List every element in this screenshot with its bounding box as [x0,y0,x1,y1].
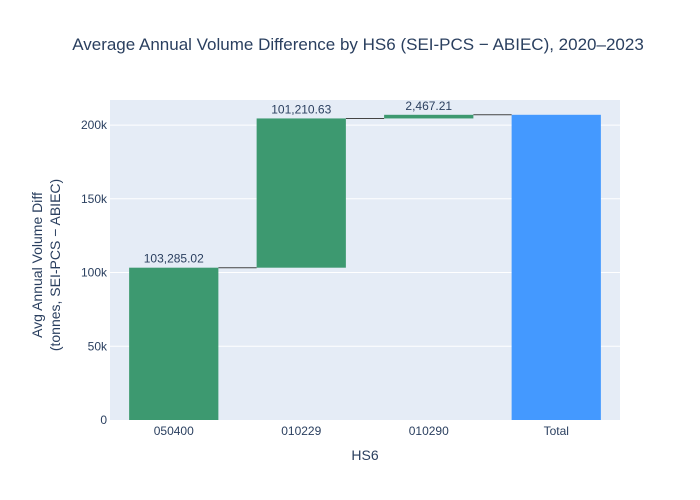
y-tick-label: 100k [81,266,108,280]
y-tick-label: 150k [81,192,108,206]
y-axis-title-line2: (tonnes, SEI-PCS − ABIEC) [47,179,63,351]
data-label-010290: 2,467.21 [405,99,452,113]
y-tick-label: 50k [88,339,108,353]
x-axis-title: HS6 [351,447,378,463]
data-labels: 103,285.02 101,210.63 2,467.21 [144,99,453,266]
y-tick-label: 200k [81,118,108,132]
y-tick-label: 0 [100,413,107,427]
bar-010290 [384,114,474,119]
chart-title: Average Annual Volume Difference by HS6 … [72,35,644,54]
connectors [218,114,512,269]
x-tick-label: 050400 [154,424,194,438]
y-axis-title-line1: Avg Annual Volume Diff [29,192,45,338]
data-label-010229: 101,210.63 [271,102,331,116]
data-label-050400: 103,285.02 [144,252,204,266]
x-tick-label: 010290 [409,424,449,438]
bars [129,114,601,420]
x-tick-label: Total [544,424,569,438]
x-axis-ticks: 050400 010229 010290 Total [154,424,569,438]
y-axis-ticks: 0 50k 100k 150k 200k [81,118,108,427]
bar-010229 [256,118,346,268]
bar-050400 [129,267,219,420]
x-tick-label: 010229 [281,424,321,438]
bar-Total [511,114,601,420]
